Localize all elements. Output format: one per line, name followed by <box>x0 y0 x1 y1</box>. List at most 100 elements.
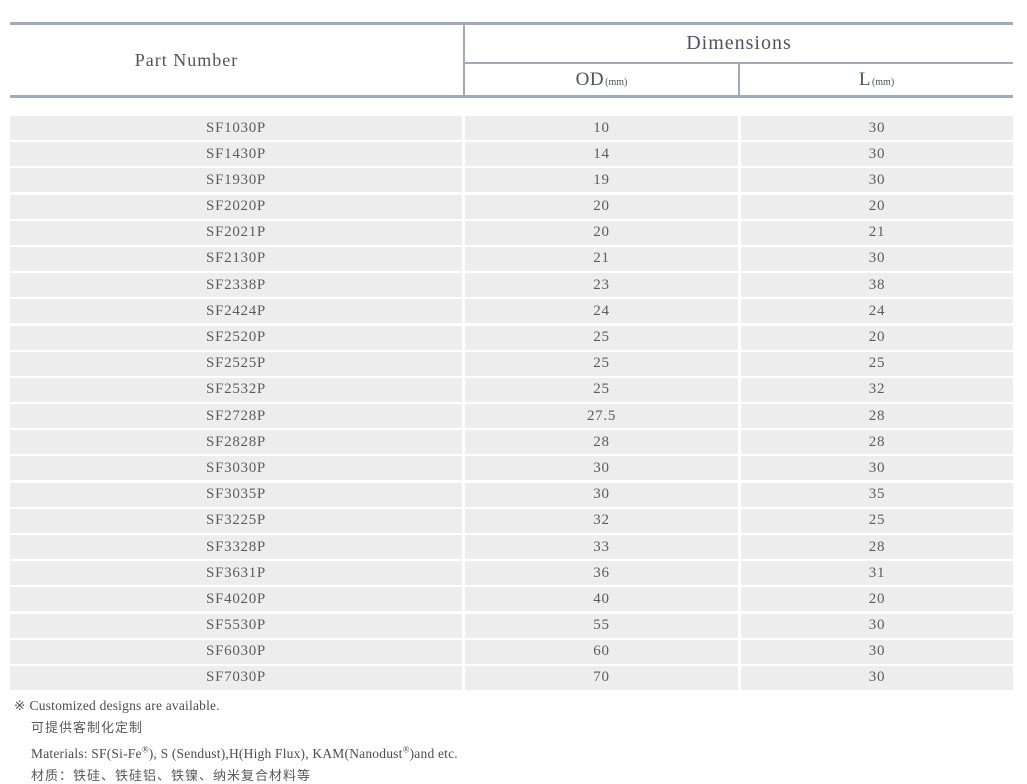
l-value-cell: 35 <box>741 482 1013 507</box>
od-value-cell: 60 <box>465 639 738 664</box>
l-value-cell: 30 <box>741 116 1013 140</box>
l-value-cell: 30 <box>741 456 1013 481</box>
l-label: L <box>858 68 871 90</box>
note-materials-en: Materials: SF(Si-Fe®), S (Sendust),H(Hig… <box>31 744 1013 762</box>
od-header: OD (mm) <box>465 64 740 95</box>
l-value-cell: 24 <box>741 299 1013 324</box>
table-row: SF3225P 32 25 <box>10 508 1013 533</box>
table-row: SF2020P 20 20 <box>10 194 1013 219</box>
od-value-cell: 70 <box>465 665 738 690</box>
reference-mark: ※ <box>14 697 26 713</box>
part-number-cell: SF2021P <box>10 220 462 245</box>
od-unit-label: (mm) <box>605 77 628 88</box>
l-value-cell: 30 <box>741 142 1013 167</box>
l-value-cell: 32 <box>741 377 1013 402</box>
part-number-cell: SF7030P <box>10 665 462 690</box>
od-value-cell: 27.5 <box>465 404 738 429</box>
table-row: SF2021P 20 21 <box>10 220 1013 245</box>
part-number-cell: SF1030P <box>10 116 462 140</box>
part-number-cell: SF3225P <box>10 508 462 533</box>
part-number-cell: SF6030P <box>10 639 462 664</box>
part-number-cell: SF3328P <box>10 535 462 559</box>
od-value-cell: 20 <box>465 194 738 219</box>
part-number-cell: SF3631P <box>10 561 462 586</box>
note-customized-zh: 可提供客制化定制 <box>31 719 144 735</box>
part-number-header: Part Number <box>10 25 465 95</box>
table-row: SF3030P 30 30 <box>10 456 1013 481</box>
part-number-cell: SF2520P <box>10 325 462 350</box>
part-number-cell: SF2532P <box>10 377 462 402</box>
l-header: L (mm) <box>740 64 1013 95</box>
l-value-cell: 20 <box>741 325 1013 350</box>
od-value-cell: 25 <box>465 351 738 376</box>
od-value-cell: 24 <box>465 299 738 324</box>
l-value-cell: 28 <box>741 535 1013 559</box>
table-row: SF2424P 24 24 <box>10 299 1013 324</box>
registered-mark-icon: ® <box>141 744 149 755</box>
table-row: SF1030P 10 30 <box>10 116 1013 140</box>
part-number-cell: SF2828P <box>10 430 462 455</box>
registered-mark-icon: ® <box>402 744 410 755</box>
od-value-cell: 20 <box>465 220 738 245</box>
note-customized-en-text: Customized designs are available. <box>29 697 220 713</box>
l-value-cell: 31 <box>741 561 1013 586</box>
materials-text-2: ), S (Sendust),H(High Flux), KAM(Nanodus… <box>148 745 403 761</box>
od-value-cell: 55 <box>465 613 738 638</box>
table-row: SF1930P 19 30 <box>10 168 1013 193</box>
dimensions-label: Dimensions <box>686 32 792 54</box>
table-row: SF3631P 36 31 <box>10 561 1013 586</box>
table-row: SF3328P 33 28 <box>10 535 1013 559</box>
od-value-cell: 23 <box>465 273 738 298</box>
part-number-cell: SF2338P <box>10 273 462 298</box>
od-value-cell: 25 <box>465 377 738 402</box>
part-number-cell: SF2020P <box>10 194 462 219</box>
materials-text-1: Materials: SF(Si-Fe <box>31 745 142 761</box>
part-number-cell: SF2728P <box>10 404 462 429</box>
l-value-cell: 38 <box>741 273 1013 298</box>
part-number-cell: SF2424P <box>10 299 462 324</box>
od-value-cell: 36 <box>465 561 738 586</box>
od-label: OD <box>575 68 605 90</box>
materials-text-3: )and etc. <box>409 745 458 761</box>
table-row: SF2728P 27.5 28 <box>10 404 1013 429</box>
l-value-cell: 25 <box>741 508 1013 533</box>
part-number-cell: SF2130P <box>10 246 462 271</box>
table-row: SF6030P 60 30 <box>10 639 1013 664</box>
part-number-cell: SF4020P <box>10 587 462 612</box>
part-number-cell: SF2525P <box>10 351 462 376</box>
footnotes: ※ Customized designs are available. 可提供客制… <box>10 698 1013 784</box>
table-row: SF2130P 21 30 <box>10 246 1013 271</box>
l-value-cell: 30 <box>741 168 1013 193</box>
table-row: SF5530P 55 30 <box>10 613 1013 638</box>
part-number-label: Part Number <box>134 49 239 70</box>
od-value-cell: 33 <box>465 535 738 559</box>
od-value-cell: 19 <box>465 168 738 193</box>
od-value-cell: 21 <box>465 246 738 271</box>
l-value-cell: 28 <box>741 404 1013 429</box>
od-value-cell: 28 <box>465 430 738 455</box>
table-row: SF2525P 25 25 <box>10 351 1013 376</box>
l-value-cell: 25 <box>741 351 1013 376</box>
part-number-cell: SF3035P <box>10 482 462 507</box>
note-materials-zh: 材质：铁硅、铁硅铝、铁镍、纳米复合材料等 <box>31 767 312 783</box>
od-value-cell: 40 <box>465 587 738 612</box>
table-row: SF3035P 30 35 <box>10 482 1013 507</box>
table-row: SF2532P 25 32 <box>10 377 1013 402</box>
table-header: Part Number Dimensions OD (mm) L (mm) <box>10 22 1013 98</box>
dimensions-header: Dimensions <box>465 25 1013 64</box>
l-value-cell: 30 <box>741 613 1013 638</box>
l-value-cell: 20 <box>741 587 1013 612</box>
table-row: SF2338P 23 38 <box>10 273 1013 298</box>
part-number-cell: SF3030P <box>10 456 462 481</box>
od-value-cell: 32 <box>465 508 738 533</box>
od-value-cell: 14 <box>465 142 738 167</box>
dimensions-group: Dimensions OD (mm) L (mm) <box>465 25 1013 95</box>
od-value-cell: 30 <box>465 456 738 481</box>
dimensions-subheader: OD (mm) L (mm) <box>465 64 1013 95</box>
l-value-cell: 30 <box>741 639 1013 664</box>
part-number-cell: SF5530P <box>10 613 462 638</box>
od-value-cell: 30 <box>465 482 738 507</box>
table-body: SF1030P 10 30 SF1430P 14 30 SF1930P 19 30 SF2020P… <box>10 116 1013 690</box>
table-row: SF1430P 14 30 <box>10 142 1013 167</box>
